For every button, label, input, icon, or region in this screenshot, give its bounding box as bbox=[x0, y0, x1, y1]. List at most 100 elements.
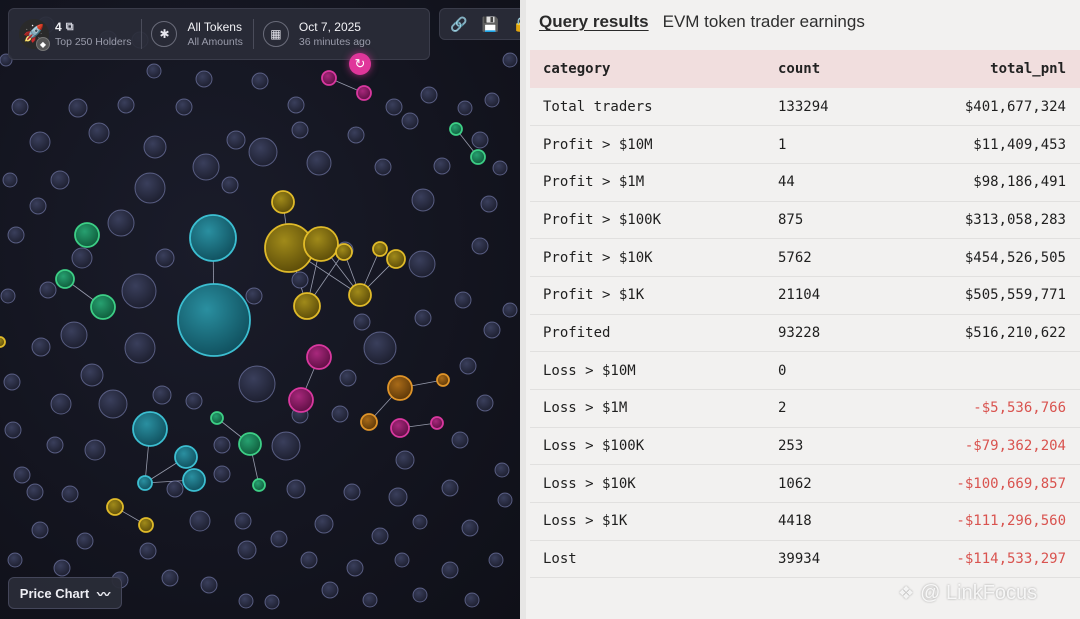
holder-bubble[interactable] bbox=[238, 593, 254, 609]
copy-icon[interactable]: ⧉ bbox=[65, 20, 74, 33]
holder-bubble[interactable] bbox=[143, 135, 167, 159]
holder-bubble[interactable] bbox=[300, 551, 318, 569]
holder-bubble[interactable] bbox=[2, 172, 18, 188]
holder-bubble[interactable] bbox=[271, 431, 301, 461]
holder-bubble[interactable] bbox=[270, 530, 288, 548]
refresh-button[interactable]: ↻ bbox=[349, 53, 371, 75]
holder-bubble[interactable] bbox=[7, 226, 25, 244]
holder-bubble[interactable] bbox=[213, 465, 231, 483]
holder-bubble[interactable] bbox=[200, 576, 218, 594]
holder-bubble[interactable] bbox=[161, 569, 179, 587]
holder-bubble[interactable] bbox=[175, 98, 193, 116]
holder-bubble[interactable] bbox=[4, 421, 22, 439]
holder-bubble[interactable] bbox=[362, 592, 378, 608]
holder-bubble[interactable] bbox=[483, 321, 501, 339]
holder-bubble[interactable] bbox=[394, 552, 410, 568]
holder-bubble[interactable] bbox=[68, 98, 88, 118]
holder-bubble[interactable] bbox=[441, 561, 459, 579]
holder-bubble[interactable] bbox=[90, 294, 116, 320]
holder-bubble[interactable] bbox=[106, 498, 124, 516]
holder-bubble[interactable] bbox=[29, 197, 47, 215]
holder-bubble[interactable] bbox=[248, 137, 278, 167]
holder-bubble[interactable] bbox=[287, 96, 305, 114]
holder-bubble[interactable] bbox=[46, 436, 64, 454]
holder-bubble[interactable] bbox=[107, 209, 135, 237]
holder-bubble[interactable] bbox=[451, 431, 469, 449]
holder-bubble[interactable] bbox=[331, 405, 349, 423]
holder-bubble[interactable] bbox=[488, 552, 504, 568]
holder-bubble[interactable] bbox=[314, 514, 334, 534]
holder-bubble[interactable] bbox=[430, 416, 444, 430]
holder-bubble[interactable] bbox=[11, 98, 29, 116]
holder-bubble[interactable] bbox=[213, 436, 231, 454]
holder-bubble[interactable] bbox=[286, 479, 306, 499]
holder-bubble[interactable] bbox=[50, 170, 70, 190]
holder-bubble[interactable] bbox=[471, 237, 489, 255]
holder-bubble[interactable] bbox=[192, 153, 220, 181]
bubble-map-canvas[interactable] bbox=[0, 0, 522, 619]
holder-bubble[interactable] bbox=[53, 559, 71, 577]
holder-bubble[interactable] bbox=[139, 542, 157, 560]
holder-bubble[interactable] bbox=[346, 559, 364, 577]
holder-bubble[interactable] bbox=[31, 521, 49, 539]
holder-bubble[interactable] bbox=[291, 121, 309, 139]
holder-bubble[interactable] bbox=[55, 269, 75, 289]
holder-bubble[interactable] bbox=[449, 122, 463, 136]
holder-bubble[interactable] bbox=[502, 302, 518, 318]
holder-bubble[interactable] bbox=[408, 250, 436, 278]
holder-bubble[interactable] bbox=[371, 527, 389, 545]
holder-bubble[interactable] bbox=[0, 288, 16, 304]
holder-bubble[interactable] bbox=[13, 466, 31, 484]
holder-bubble[interactable] bbox=[234, 512, 252, 530]
holder-bubble[interactable] bbox=[412, 587, 428, 603]
holder-bubble[interactable] bbox=[61, 485, 79, 503]
holder-bubble[interactable] bbox=[497, 492, 513, 508]
holder-bubble[interactable] bbox=[454, 291, 472, 309]
holder-bubble[interactable] bbox=[185, 392, 203, 410]
holder-bubble[interactable] bbox=[401, 112, 419, 130]
holder-bubble[interactable] bbox=[363, 331, 397, 365]
holder-bubble[interactable] bbox=[411, 188, 435, 212]
token-filter[interactable]: ✱ All Tokens All Amounts bbox=[141, 9, 252, 59]
holder-bubble[interactable] bbox=[221, 176, 239, 194]
holder-bubble[interactable] bbox=[339, 369, 357, 387]
holder-bubble[interactable] bbox=[80, 363, 104, 387]
holder-bubble[interactable] bbox=[321, 70, 337, 86]
holder-bubble[interactable] bbox=[293, 292, 321, 320]
holder-bubble[interactable] bbox=[303, 226, 339, 262]
holder-bubble[interactable] bbox=[177, 283, 251, 357]
holder-bubble[interactable] bbox=[360, 413, 378, 431]
holder-bubble[interactable] bbox=[306, 344, 332, 370]
holder-bubble[interactable] bbox=[459, 357, 477, 375]
holder-bubble[interactable] bbox=[174, 445, 198, 469]
holder-bubble[interactable] bbox=[238, 365, 276, 403]
holder-bubble[interactable] bbox=[166, 480, 184, 498]
date-selector[interactable]: ▦ Oct 7, 2025 36 minutes ago bbox=[252, 9, 381, 59]
holder-bubble[interactable] bbox=[441, 479, 459, 497]
holder-bubble[interactable] bbox=[50, 393, 72, 415]
holder-bubble[interactable] bbox=[420, 86, 438, 104]
holder-bubble[interactable] bbox=[387, 375, 413, 401]
holder-bubble[interactable] bbox=[291, 271, 309, 289]
holder-bubble[interactable] bbox=[251, 72, 269, 90]
holder-bubble[interactable] bbox=[374, 158, 392, 176]
column-header-category[interactable]: category bbox=[543, 61, 611, 77]
holder-bubble[interactable] bbox=[390, 418, 410, 438]
holder-bubble[interactable] bbox=[306, 150, 332, 176]
holder-bubble[interactable] bbox=[195, 70, 213, 88]
holder-bubble[interactable] bbox=[271, 190, 295, 214]
holder-bubble[interactable] bbox=[348, 283, 372, 307]
link-icon[interactable]: 🔗 bbox=[450, 15, 468, 32]
holder-bubble[interactable] bbox=[132, 411, 168, 447]
holder-bubble[interactable] bbox=[98, 389, 128, 419]
holder-bubble[interactable] bbox=[433, 157, 451, 175]
holder-bubble[interactable] bbox=[76, 532, 94, 550]
holder-bubble[interactable] bbox=[189, 510, 211, 532]
holder-bubble[interactable] bbox=[470, 149, 486, 165]
holder-bubble[interactable] bbox=[386, 249, 406, 269]
holder-bubble[interactable] bbox=[88, 122, 110, 144]
holder-bubble[interactable] bbox=[39, 281, 57, 299]
holder-bubble[interactable] bbox=[476, 394, 494, 412]
holder-bubble[interactable] bbox=[210, 411, 224, 425]
holder-bubble[interactable] bbox=[7, 552, 23, 568]
